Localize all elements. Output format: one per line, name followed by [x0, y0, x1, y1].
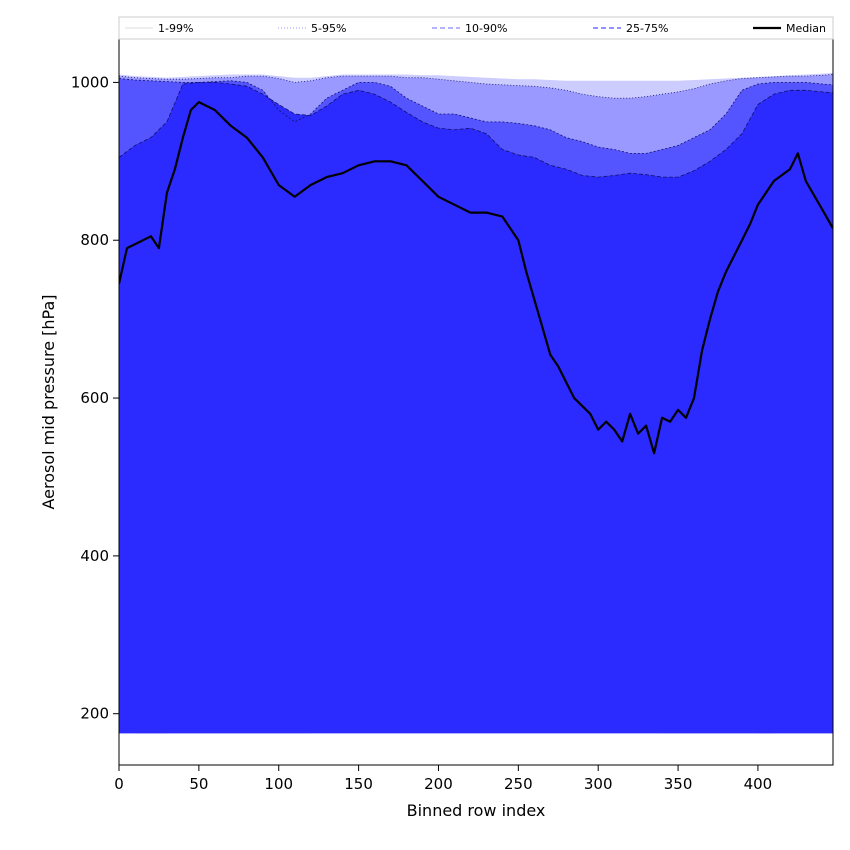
- legend-label: 25-75%: [626, 22, 668, 35]
- x-tick-label: 350: [664, 775, 693, 793]
- legend-label: 1-99%: [158, 22, 193, 35]
- median-line: [119, 101, 833, 455]
- x-tick-label: 0: [114, 775, 124, 793]
- band-edge-1: [119, 74, 833, 99]
- band-3: [119, 82, 833, 734]
- x-tick-label: 250: [504, 775, 533, 793]
- legend-box: [118, 16, 834, 40]
- x-tick-label: 100: [264, 775, 293, 793]
- median-group: [119, 101, 833, 455]
- y-tick-label: 200: [80, 705, 109, 723]
- x-tick-label: 300: [584, 775, 613, 793]
- x-axis-ticks: 0 50 100 150 200 250 300 350 400: [114, 765, 772, 793]
- percentile-bands: [119, 72, 833, 734]
- x-axis-label: Binned row index: [407, 801, 546, 820]
- y-axis-label: Aerosol mid pressure [hPa]: [39, 294, 58, 509]
- y-tick-label: 1000: [71, 73, 109, 91]
- legend: 1-99% 5-95% 10-90% 25-75% Median: [118, 16, 834, 40]
- band-edge-2: [119, 78, 833, 154]
- x-tick-label: 50: [189, 775, 208, 793]
- y-tick-label: 800: [80, 231, 109, 249]
- y-tick-label: 600: [80, 389, 109, 407]
- x-tick-label: 150: [344, 775, 373, 793]
- legend-label: 5-95%: [311, 22, 346, 35]
- legend-label: Median: [786, 22, 826, 35]
- y-tick-label: 400: [80, 547, 109, 565]
- legend-label: 10-90%: [465, 22, 507, 35]
- y-axis-ticks: 200 400 600 800 1000: [71, 73, 119, 723]
- x-tick-label: 400: [744, 775, 773, 793]
- x-tick-label: 200: [424, 775, 453, 793]
- band-edge-3: [119, 82, 833, 178]
